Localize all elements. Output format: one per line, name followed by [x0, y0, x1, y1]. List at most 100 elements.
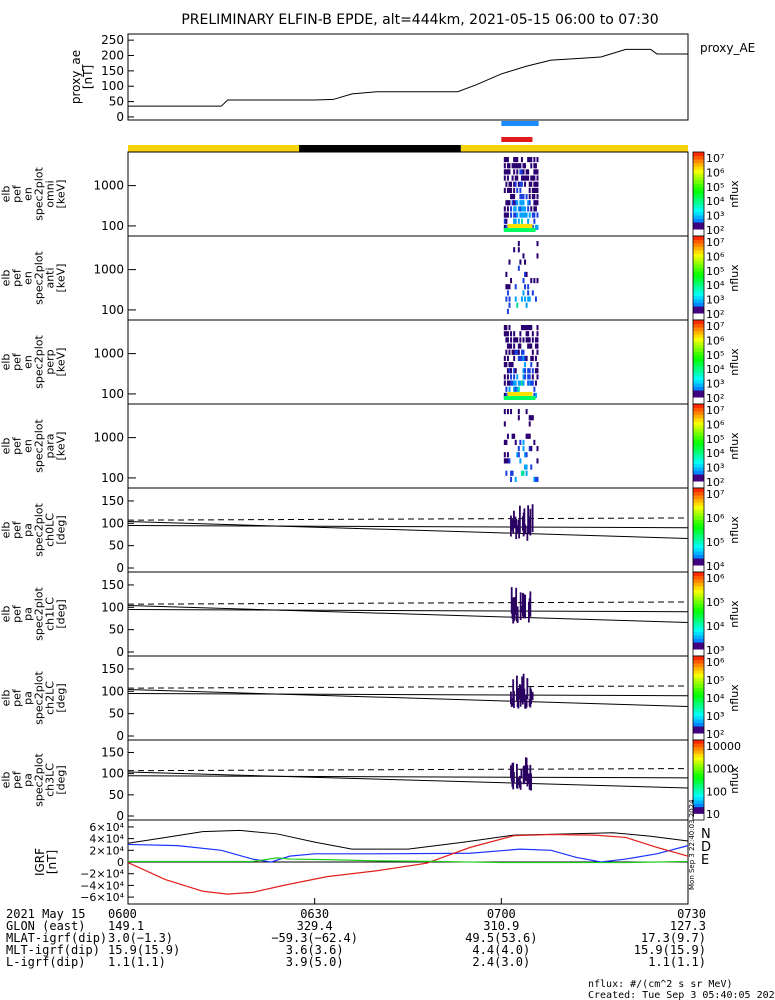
spectrogram-pixel — [525, 271, 528, 277]
colorbar-segment — [693, 544, 704, 548]
spectrogram-pixel — [513, 212, 516, 218]
spectrogram-pixel — [519, 206, 522, 212]
spectrogram-pixel — [522, 349, 525, 355]
igrf-tick-label: −2×10⁴ — [80, 868, 124, 881]
colorbar-segment — [693, 285, 704, 289]
colorbar-segment — [693, 309, 704, 314]
colorbar-segment — [693, 229, 704, 233]
colorbar-segment — [693, 596, 704, 601]
loss-cone-line-dashed — [127, 601, 689, 605]
spectrogram-pixel — [533, 194, 536, 200]
spectrogram-pixel — [525, 433, 528, 439]
ae-ylabel: proxy_ae — [69, 50, 83, 104]
spectrogram-pixel — [525, 331, 528, 337]
spectrogram-pixel — [510, 374, 513, 380]
colorbar-segment — [693, 540, 704, 545]
pitch-angle-pixel — [530, 773, 533, 791]
spectrogram-pixel — [517, 247, 520, 253]
spectrogram-pixel — [506, 290, 509, 296]
colorbar-segment — [693, 239, 704, 244]
spectrogram-pixel — [508, 259, 511, 265]
colorbar-segment — [693, 274, 704, 279]
colorbar-segment — [693, 176, 704, 181]
plot-title: PRELIMINARY ELFIN-B EPDE, alt=444km, 202… — [181, 12, 658, 28]
ae-tick-label: 100 — [101, 79, 124, 93]
spectrogram-pixel — [524, 464, 527, 470]
spectrogram-pixel — [520, 206, 523, 212]
spectrogram-pixel — [525, 355, 528, 361]
spectrogram-pixel — [534, 380, 537, 386]
colorbar-segment — [693, 425, 704, 429]
pitch-angle-pixel — [519, 592, 522, 621]
spectrogram-pixel — [503, 224, 506, 230]
spectrogram-pixel — [506, 284, 509, 290]
colorbar-segment — [693, 180, 704, 184]
spectrogram-pixel — [503, 421, 506, 427]
ephemeris-value: 3.9(5.0) — [286, 955, 344, 969]
spectrogram-ylabel: pef — [11, 688, 24, 707]
spectrogram-pixel — [508, 296, 511, 302]
colorbar-segment — [693, 719, 704, 723]
spectrogram-ylabel: [deg] — [55, 683, 68, 712]
ephemeris-value: 1.1(1.1) — [108, 955, 166, 969]
spectrogram-pixel — [510, 470, 513, 476]
colorbar-segment — [693, 348, 704, 352]
colorbar-segment — [693, 656, 704, 660]
spectrogram-pixel — [527, 325, 530, 331]
spectrogram-pixel — [503, 169, 506, 175]
spectrogram-pixel — [522, 212, 525, 218]
spectrogram-pixel — [528, 181, 531, 187]
colorbar-segment — [693, 386, 704, 391]
colorbar-segment — [693, 320, 704, 324]
pitch-angle-pixel — [522, 594, 525, 619]
spectrogram-pixel — [531, 337, 534, 343]
colorbar-segment — [693, 568, 704, 573]
colorbar-segment — [693, 330, 704, 335]
spectrogram-pixel — [508, 163, 511, 169]
colorbar-segment — [693, 379, 704, 384]
spectrogram-pixel — [505, 331, 508, 337]
ae-tick-label: 0 — [116, 110, 124, 124]
spectrogram-pixel — [519, 194, 522, 200]
colorbar-segment — [693, 271, 704, 275]
pitch-angle-pixel — [515, 518, 518, 540]
colorbar-segment — [693, 582, 704, 587]
pitch-angle-tick-label: 50 — [109, 539, 124, 553]
colorbar-segment — [693, 316, 704, 321]
spectrogram-pixel — [534, 355, 537, 361]
spectrogram-pixel — [533, 200, 536, 206]
colorbar-segment — [693, 670, 704, 674]
spectrogram-pixel — [503, 157, 506, 163]
spectrogram-pixel — [505, 296, 508, 302]
colorbar-segment — [693, 267, 704, 272]
spectrogram-pixel — [527, 290, 530, 296]
colorbar-tick-label: 10³ — [706, 710, 724, 723]
spectrogram-pixel — [520, 194, 523, 200]
spectrogram-pixel — [513, 169, 516, 175]
spectrogram-ylabel: [deg] — [55, 599, 68, 628]
spectrogram-pixel — [510, 181, 513, 187]
colorbar-segment — [693, 816, 704, 821]
colorbar-segment — [693, 733, 704, 737]
spectrogram-pixel — [534, 368, 537, 374]
spectrogram-pixel — [513, 218, 516, 224]
colorbar-segment — [693, 439, 704, 443]
pitch-angle-pixel — [516, 675, 518, 701]
spectrogram-pixel — [514, 181, 517, 187]
colorbar-tick-label: 10⁵ — [706, 349, 724, 362]
colorbar-segment — [693, 512, 704, 517]
pitch-angle-pixel — [510, 691, 512, 705]
spectrogram-pixel — [505, 337, 508, 343]
pitch-angle-tick-label: 50 — [109, 707, 124, 721]
colorbar-segment — [693, 776, 704, 781]
spectrogram-pixel — [513, 206, 516, 212]
spectrogram-ylabel: ch3LC — [44, 763, 57, 797]
spectrogram-pixel — [530, 362, 533, 368]
pitch-angle-pixel — [530, 689, 533, 704]
spectrogram-pixel — [505, 224, 508, 230]
spectrogram-ylabel: en — [22, 439, 35, 453]
spectrogram-frame — [127, 319, 689, 405]
loss-cone-line-dashed — [127, 517, 689, 521]
colorbar-frame — [692, 739, 705, 821]
spectrogram-pixel — [511, 175, 514, 181]
